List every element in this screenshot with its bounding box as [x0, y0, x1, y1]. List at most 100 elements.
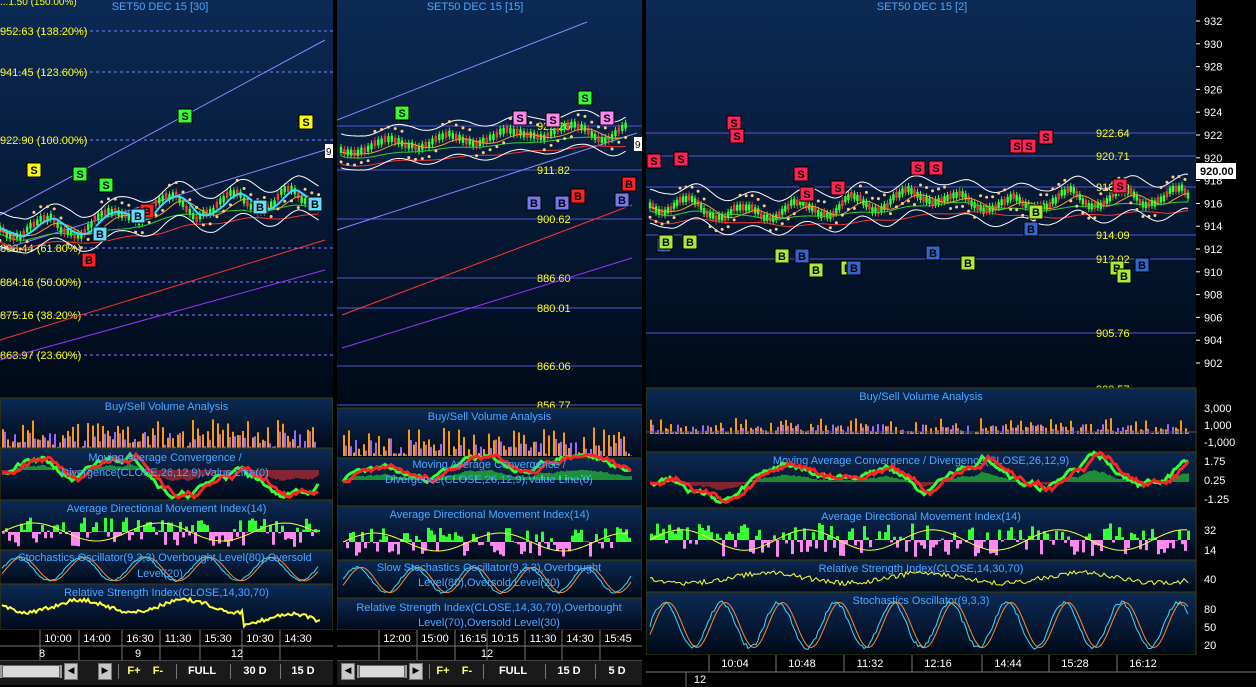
candle-body — [519, 129, 522, 136]
volume-bar — [520, 443, 522, 456]
volume-bar — [17, 442, 19, 448]
scrollbar-thumb[interactable] — [359, 665, 405, 678]
rsi-panel[interactable] — [646, 559, 1197, 593]
sar-dot — [59, 216, 63, 220]
chart-canvas-15min[interactable]: SET50 DEC 15 [15]922.26911.82900.62886.6… — [337, 0, 642, 660]
volume-bar — [172, 438, 174, 448]
zoom-in-button[interactable]: F+ — [127, 665, 141, 677]
scrollbar-thumb[interactable] — [2, 665, 60, 678]
adx-area — [1112, 540, 1115, 543]
scroll-right-button[interactable]: ▶ — [98, 663, 112, 680]
candle-body — [886, 202, 889, 209]
sar-dot — [12, 248, 16, 252]
scroll-left-button[interactable]: ◀ — [64, 663, 78, 680]
adx-area — [158, 530, 161, 532]
candle-body — [492, 133, 495, 140]
candle-body — [741, 204, 745, 211]
range-15d-button[interactable]: 15 D — [557, 665, 581, 677]
adx-area — [206, 525, 209, 532]
adx-area — [203, 524, 206, 532]
candle-body — [913, 189, 916, 196]
candle-body — [488, 134, 492, 141]
adx-area — [349, 533, 352, 542]
chart-pane-30min[interactable]: SET50 DEC 15 [30] 952.63 (138.20%) 941.45 … — [0, 0, 333, 687]
volume-bar — [860, 423, 862, 434]
candle-body — [297, 192, 300, 199]
candle-body — [1147, 201, 1151, 208]
candle-body — [120, 211, 124, 218]
volume-bar — [1167, 424, 1169, 434]
adx-area — [305, 518, 308, 532]
volume-bar — [139, 441, 141, 448]
adx-area — [734, 540, 737, 548]
zoom-out-button[interactable]: F- — [152, 665, 164, 677]
zoom-out-button[interactable]: F- — [461, 665, 473, 677]
sar-dot — [610, 147, 614, 151]
sar-dot — [441, 122, 445, 126]
sar-dot — [726, 225, 730, 229]
rsi-panel[interactable] — [337, 597, 642, 631]
volume-bar — [119, 433, 121, 448]
scroll-right-button[interactable]: ▶ — [409, 663, 423, 680]
sar-dot — [617, 140, 621, 144]
adx-area — [173, 532, 176, 540]
buy-signal-box — [307, 196, 323, 212]
volume-bar — [390, 438, 392, 456]
adx-area — [131, 532, 134, 536]
level-label: 886.60 — [537, 273, 571, 285]
adx-area — [221, 532, 224, 536]
adx-area — [698, 524, 701, 540]
chart-pane-2min[interactable]: SET50 DEC 15 [2]922.64920.71918.09914.09… — [646, 0, 1256, 687]
sar-dot — [1183, 177, 1187, 181]
chart-pane-15min[interactable]: SET50 DEC 15 [15]922.26911.82900.62886.6… — [337, 0, 642, 687]
volume-bar — [755, 427, 757, 434]
volume-bar — [530, 447, 532, 456]
volume-bar — [380, 454, 382, 456]
candle-body — [407, 142, 410, 149]
volume-bar — [94, 436, 96, 448]
sar-dot — [475, 154, 479, 158]
adx-area — [442, 535, 445, 542]
range-5d-button[interactable]: 5 D — [608, 665, 626, 677]
scroll-left-button[interactable]: ◀ — [341, 663, 355, 680]
volume-bar — [415, 441, 417, 456]
adx-area — [574, 529, 577, 542]
zoom-in-button[interactable]: F+ — [436, 665, 450, 677]
chart-canvas-2min[interactable]: SET50 DEC 15 [2]922.64920.71918.09914.09… — [646, 0, 1256, 687]
sell-signal: S — [181, 111, 188, 123]
oscillator-line — [1, 555, 319, 583]
chart-canvas-30min[interactable]: SET50 DEC 15 [30] 952.63 (138.20%) 941.45 … — [0, 0, 333, 660]
volume-bar — [1000, 432, 1002, 434]
candle-body — [417, 145, 421, 152]
adx-area — [671, 531, 674, 540]
sar-dot — [660, 222, 664, 226]
volume-bar — [37, 439, 39, 448]
main-price-panel[interactable] — [337, 0, 642, 408]
volume-bar — [865, 424, 867, 434]
candle-body — [515, 128, 519, 135]
adx-area — [586, 541, 589, 542]
volume-bar — [533, 441, 535, 456]
sar-dot — [858, 184, 862, 188]
candle-body — [587, 128, 590, 135]
stoch-title-2: Level(20) — [137, 568, 183, 580]
candle-body — [195, 216, 198, 223]
adx-area — [358, 542, 361, 553]
adx-area — [448, 533, 451, 542]
volume-bar — [777, 426, 779, 434]
volume-bar — [970, 433, 972, 434]
candle-body — [346, 149, 349, 156]
stoch-panel[interactable] — [0, 549, 333, 585]
candle-body — [127, 214, 130, 221]
full-range-button[interactable]: FULL — [498, 665, 528, 677]
range-15d-button[interactable]: 15 D — [291, 665, 315, 677]
buy-signal: B — [618, 195, 626, 207]
full-range-button[interactable]: FULL — [187, 665, 217, 677]
range-30d-button[interactable]: 30 D — [243, 665, 267, 677]
volume-bar — [368, 433, 370, 456]
volume-bar — [473, 434, 475, 456]
adx-area — [122, 521, 125, 532]
volume-bar — [932, 433, 934, 434]
buy-signal: B — [1120, 271, 1128, 283]
volume-bar — [64, 438, 66, 448]
